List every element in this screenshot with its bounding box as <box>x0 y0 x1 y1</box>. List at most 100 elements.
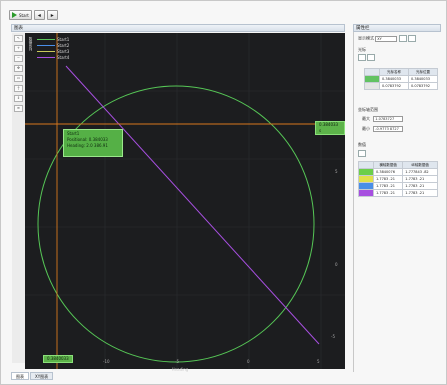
edit-icon[interactable] <box>407 35 416 42</box>
y-tick-label: 0 <box>335 262 338 267</box>
legend-entry[interactable]: Start3 <box>37 49 69 54</box>
pan-tool-icon[interactable]: ✥ <box>14 65 23 72</box>
values-table[interactable]: 横轴数据值 纵轴数据值 0.3840076 1.777843 .82 1.778… <box>358 161 438 197</box>
legend-swatch <box>37 44 55 47</box>
x-tick-label: -5 <box>175 359 179 364</box>
series-color-cell <box>358 189 374 197</box>
axis-min-row: 最小 -0.9773 8727 <box>362 126 404 132</box>
series-color-cell <box>358 182 374 190</box>
x-cursor-value-tag[interactable]: 0.3840033 <box>43 355 73 363</box>
values-table-header: 横轴数据值 <box>372 161 404 169</box>
display-mode-row: 显示模式 XY <box>358 35 416 42</box>
cursor-tooltip: Start1 Positional: 0.384033 Heading: 2.0… <box>63 129 123 157</box>
zoom-out-tool-icon[interactable]: − <box>14 55 23 62</box>
cursor-pos-cell: 0.3840033 <box>408 75 438 83</box>
table-row[interactable]: 1.7783 .21 1.7783 .21 <box>358 189 438 197</box>
values-table-header <box>358 161 374 169</box>
x-value-cell: 1.7783 .21 <box>372 189 404 197</box>
cursor-tool-icon[interactable]: ┼ <box>14 85 23 92</box>
cursor-pos-cell: 0.0783792 <box>408 82 438 90</box>
cursor-table-header: 光标名称 <box>379 68 409 76</box>
y-value-cell: 1.7783 .21 <box>402 175 438 183</box>
x-tick-label: 5 <box>317 359 320 364</box>
x-value-cell: 0.3840076 <box>372 168 404 176</box>
x-value-cell: 1.7783 .21 <box>372 182 404 190</box>
table-row[interactable]: 1.7783 .21 1.7783 .21 <box>358 175 438 183</box>
remove-cursor-icon[interactable] <box>367 54 376 61</box>
settings-tool-icon[interactable]: ≡ <box>14 105 23 112</box>
cursors-section-label: 光标 <box>358 47 366 52</box>
y-value-cell: 1.7783 .21 <box>402 182 438 190</box>
nav-prev-button[interactable]: ◂ <box>33 10 45 20</box>
plot-graphics: -10 -5 0 5 5 0 -5 <box>25 33 345 369</box>
y-value-cell: 1.777843 .82 <box>402 168 438 176</box>
x-value-cell: 1.7783 .21 <box>372 175 404 183</box>
cursor-actions <box>358 54 376 61</box>
axis-min-label: 最小 <box>362 126 370 131</box>
table-row[interactable]: 0.3840033 0.3840033 <box>364 75 438 83</box>
axis-max-row: 最大 1.0783727 <box>362 116 404 122</box>
plot-tool-strip: ↖ + − ✥ ▭ ┼ ⇕ ≡ <box>12 33 26 363</box>
run-label: Start <box>19 12 29 18</box>
axis-max-label: 最大 <box>362 116 370 121</box>
y-tick-label: 5 <box>335 169 338 174</box>
property-panel: 显示模式 XY 光标 光标名称 光标位置 0.3840033 0.3840033 <box>353 32 442 372</box>
table-row[interactable]: 0.0783792 0.0783792 <box>364 82 438 90</box>
cursor-table[interactable]: 光标名称 光标位置 0.3840033 0.3840033 0.0783792 … <box>364 68 438 90</box>
legend-label: Start3 <box>57 49 70 54</box>
cursor-name-cell: 0.0783792 <box>379 82 409 90</box>
values-table-header: 纵轴数据值 <box>402 161 438 169</box>
axis-min-field[interactable]: -0.9773 8727 <box>373 126 404 132</box>
property-panel-title: 属性栏 <box>353 24 441 32</box>
cursor-table-header: 光标位置 <box>408 68 438 76</box>
display-mode-select[interactable]: XY <box>375 35 398 42</box>
add-cursor-icon[interactable] <box>358 54 366 61</box>
legend-entry[interactable]: Start4 <box>37 55 69 60</box>
values-section-label: 数值 <box>358 142 366 147</box>
legend-label: Start4 <box>57 55 70 60</box>
series-start1-circle <box>37 85 315 363</box>
series-color-cell <box>358 168 374 176</box>
nav-next-button[interactable]: ▸ <box>46 10 58 20</box>
xy-plot-area[interactable]: -10 -5 0 5 5 0 -5 数据系列 Start1 Start2 <box>25 33 345 372</box>
tab-chart[interactable]: 图表 <box>11 372 29 380</box>
legend-entry[interactable]: Start1 <box>37 37 69 42</box>
fit-tool-icon[interactable]: ▭ <box>14 75 23 82</box>
autoscale-tool-icon[interactable]: ⇕ <box>14 95 23 102</box>
cursor-color-cell <box>364 75 380 83</box>
axis-section-label: 坐标轴范围 <box>358 107 378 112</box>
legend-label: Start1 <box>57 37 70 42</box>
series-color-cell <box>358 175 374 183</box>
axis-max-field[interactable]: 1.0783727 <box>373 116 404 122</box>
tooltip-line: Positional: 0.384033 <box>67 137 108 142</box>
play-icon <box>12 12 17 18</box>
x-tick-label: 0 <box>247 359 250 364</box>
run-button[interactable]: Start <box>9 10 32 20</box>
legend-swatch <box>37 50 55 53</box>
x-axis-title: Heading <box>171 367 189 372</box>
tab-xy-chart[interactable]: XY图表 <box>30 372 54 380</box>
pointer-tool-icon[interactable]: ↖ <box>14 35 23 42</box>
y-tick-label: -5 <box>331 334 335 339</box>
legend-vertical-label: 数据系列 <box>29 37 33 51</box>
display-mode-label: 显示模式 <box>358 35 374 41</box>
cursor-table-header <box>364 68 380 76</box>
cursor-name-cell: 0.3840033 <box>379 75 409 83</box>
bottom-tab-bar: 图表 XY图表 <box>11 372 54 380</box>
cursor-color-cell <box>364 82 380 90</box>
y-cursor-value-tag[interactable]: 0.384033 s <box>315 121 345 135</box>
pin-icon[interactable] <box>398 35 407 42</box>
series-start4-line <box>65 65 320 345</box>
legend-entry[interactable]: Start2 <box>37 43 69 48</box>
x-tick-label: -10 <box>103 359 110 364</box>
table-row[interactable]: 0.3840076 1.777843 .82 <box>358 168 438 176</box>
export-icon[interactable] <box>358 150 366 157</box>
tooltip-line: Heading: 2.0 386.91 <box>67 143 108 148</box>
table-row[interactable]: 1.7783 .21 1.7783 .21 <box>358 182 438 190</box>
tooltip-line: Start1 <box>67 131 80 136</box>
zoom-in-tool-icon[interactable]: + <box>14 45 23 52</box>
legend-swatch <box>37 56 55 59</box>
series-legend: 数据系列 Start1 Start2 Start3 Start4 <box>29 37 69 60</box>
values-actions <box>358 150 366 157</box>
